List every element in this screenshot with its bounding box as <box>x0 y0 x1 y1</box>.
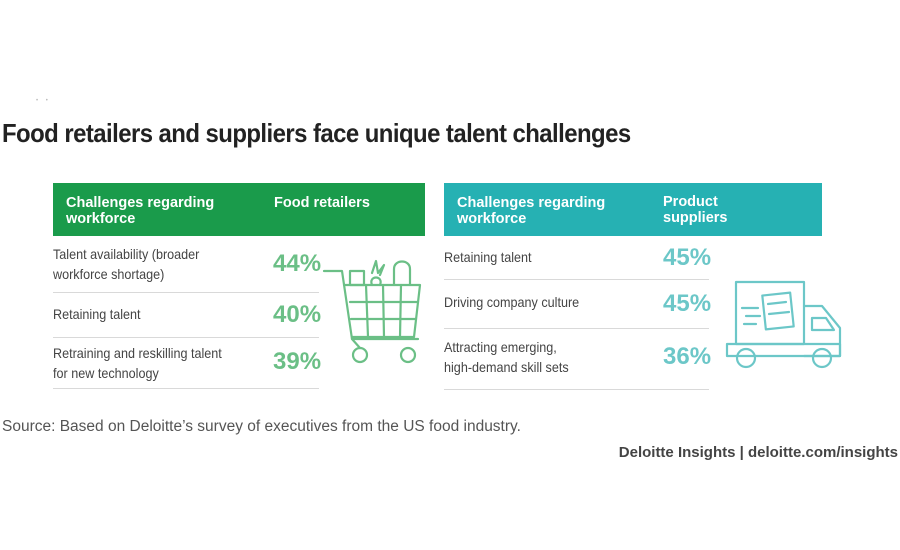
row-percent: 36% <box>663 343 712 370</box>
decorative-dots: • • <box>36 98 51 104</box>
row-label: Retaining talent <box>444 249 532 265</box>
table-row: Attracting emerging, high-demand skill s… <box>444 329 712 390</box>
row-percent: 44% <box>273 250 322 277</box>
header-product-suppliers: Product suppliers <box>663 194 728 226</box>
table-row: Driving company culture 45% <box>444 280 712 329</box>
row-percent: 40% <box>273 301 322 328</box>
table-row: Retaining talent 40% <box>53 293 322 338</box>
row-percent: 45% <box>663 290 712 317</box>
row-label: Talent availability (broader workforce s… <box>53 246 200 282</box>
table-row: Talent availability (broader workforce s… <box>53 236 322 293</box>
row-label: Attracting emerging, high-demand skill s… <box>444 339 569 375</box>
row-label: Retaining talent <box>53 306 141 322</box>
product-suppliers-table: Challenges regarding workforce Product s… <box>444 183 822 390</box>
header-challenges: Challenges regarding workforce <box>66 195 215 227</box>
row-label: Retraining and reskilling talent for new… <box>53 345 222 381</box>
row-percent: 39% <box>273 348 322 375</box>
shopping-cart-icon <box>322 259 422 364</box>
table-row: Retaining talent 45% <box>444 236 712 280</box>
row-label: Driving company culture <box>444 294 580 310</box>
page-title: Food retailers and suppliers face unique… <box>2 118 631 148</box>
table-header: Challenges regarding workforce Product s… <box>444 183 822 236</box>
source-note: Source: Based on Deloitte’s survey of ex… <box>2 418 521 435</box>
header-food-retailers: Food retailers <box>274 195 370 211</box>
food-retailers-table: Challenges regarding workforce Food reta… <box>53 183 425 389</box>
header-challenges: Challenges regarding workforce <box>457 195 606 227</box>
credit-line: Deloitte Insights | deloitte.com/insight… <box>618 444 898 461</box>
delivery-truck-icon <box>725 280 842 369</box>
table-header: Challenges regarding workforce Food reta… <box>53 183 425 236</box>
row-percent: 45% <box>663 244 712 271</box>
table-row: Retraining and reskilling talent for new… <box>53 338 322 389</box>
